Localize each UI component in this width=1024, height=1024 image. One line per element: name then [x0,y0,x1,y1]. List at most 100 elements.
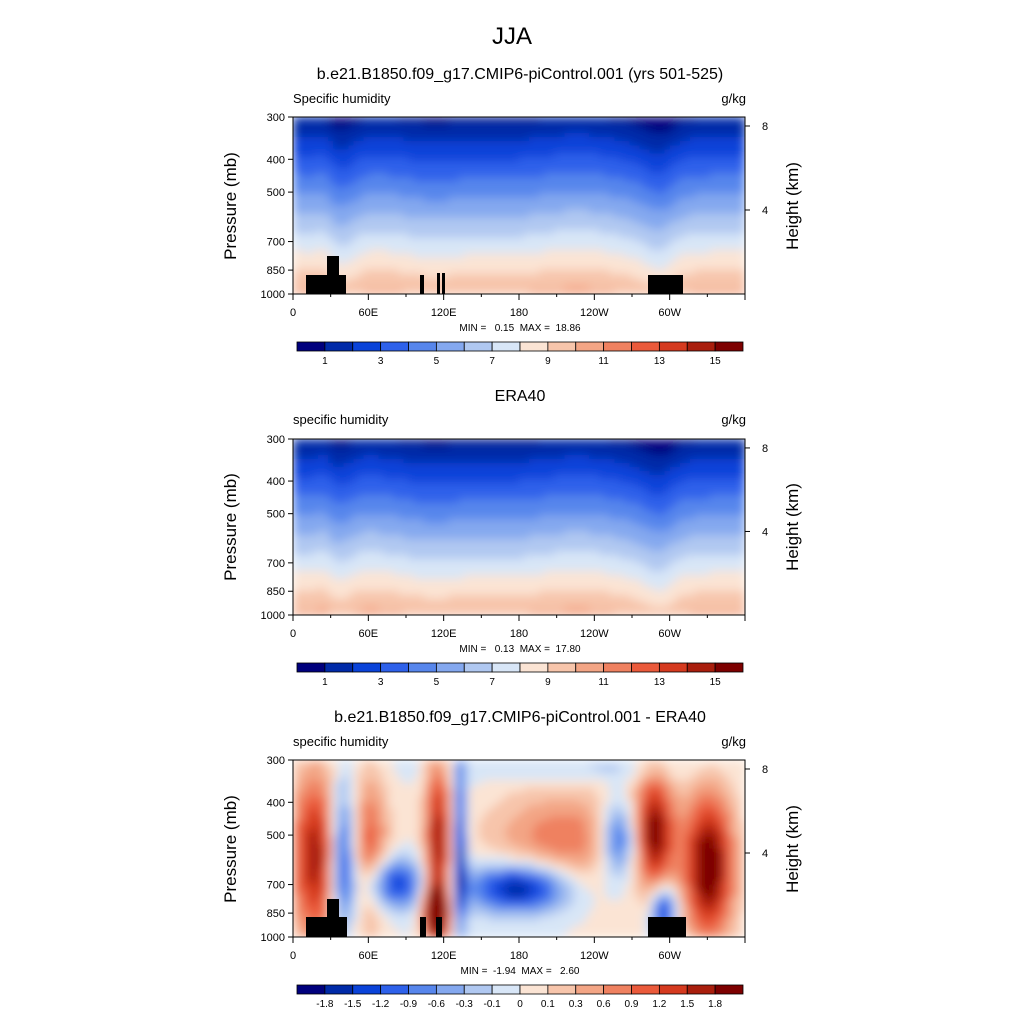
contour-cell [353,277,359,283]
contour-cell [388,479,395,484]
contour-cell [709,177,716,182]
contour-cell [353,173,359,178]
contour-cell [724,443,731,448]
contour-cell [564,121,570,126]
contour-cell [624,459,631,464]
contour-cell [313,197,319,203]
contour-cell [584,265,590,271]
contour-cell [599,133,605,138]
contour-cell [654,197,661,203]
contour-cell [599,125,605,130]
contour-cell [368,281,374,287]
contour-cell [308,245,314,251]
contour-cell [579,213,585,219]
contour-cell [534,225,540,231]
contour-cell [569,245,575,251]
contour-cell [644,161,651,166]
contour-cell [458,169,465,174]
contour-cell [644,205,651,211]
contour-cell [318,121,324,126]
contour-cell [313,241,319,247]
contour-cell [443,189,450,195]
contour-cell [313,245,319,251]
contour-cell [629,471,636,476]
contour-cell [679,213,686,219]
contour-cell [298,137,304,142]
contour-cell [654,193,661,199]
contour-cell [624,261,631,267]
contour-cell [443,165,450,170]
contour-cell [453,447,460,452]
contour-cell [418,241,425,247]
contour-cell [649,153,656,158]
contour-cell [664,447,671,452]
contour-cell [468,129,475,134]
contour-cell [639,125,646,130]
contour-cell [734,181,741,186]
contour-cell [654,237,661,243]
contour-cell [453,439,460,444]
contour-cell [378,475,384,480]
contour-cell [433,177,440,182]
contour-cell [649,249,656,255]
contour-cell [293,117,299,122]
contour-cell [639,467,646,472]
contour-cell [413,229,420,235]
contour-cell [609,137,616,142]
contour-cell [423,471,430,476]
contour-cell [313,253,319,259]
contour-cell [539,479,545,484]
contour-cell [393,209,400,215]
contour-cell [318,153,324,158]
contour-cell [328,229,334,235]
contour-cell [378,189,384,195]
contour-cell [293,121,299,126]
contour-cell [659,213,666,219]
contour-cell [323,205,329,211]
contour-cell [373,157,379,162]
contour-cell [569,121,575,126]
contour-cell [478,129,485,134]
contour-cell [328,145,334,150]
contour-cell [709,273,716,279]
contour-cell [328,125,334,130]
contour-cell [549,463,555,468]
contour-cell [353,189,359,195]
contour-cell [418,165,425,170]
contour-cell [679,193,686,199]
contour-cell [679,189,686,195]
contour-cell [383,273,390,279]
contour-cell [433,273,440,279]
contour-cell [373,273,379,279]
contour-cell [609,253,616,259]
contour-cell [674,165,681,170]
contour-cell [333,237,339,243]
y-tick-label: 400 [267,154,285,166]
contour-cell [739,141,745,146]
contour-cell [714,217,721,223]
contour-cell [724,233,731,239]
contour-cell [363,141,369,146]
contour-cell [709,149,716,154]
contour-cell [298,273,304,279]
contour-cell [534,153,540,158]
colorbar-label: 9 [545,356,551,367]
contour-cell [629,209,636,215]
contour-cell [378,157,384,162]
contour-cell [313,169,319,174]
contour-cell [318,161,324,166]
contour-cell [574,261,580,267]
contour-cell [493,165,500,170]
contour-cell [519,209,525,215]
contour-cell [508,237,515,243]
contour-cell [363,451,369,456]
contour-cell [699,193,706,199]
contour-cell [679,117,686,122]
contour-cell [493,197,500,203]
contour-cell [298,257,304,263]
contour-cell [423,125,430,130]
contour-cell [473,153,480,158]
contour-cell [388,209,395,215]
contour-cell [503,459,510,464]
contour-cell [554,443,560,448]
